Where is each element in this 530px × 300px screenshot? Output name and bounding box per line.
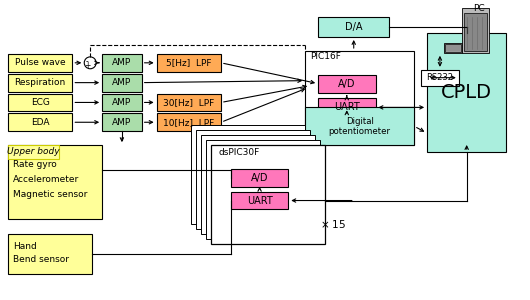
- Bar: [191, 125, 305, 224]
- Bar: [156, 94, 221, 111]
- Bar: [8, 234, 92, 274]
- Text: PIC16F: PIC16F: [310, 52, 341, 62]
- Bar: [196, 130, 310, 229]
- Text: Hand: Hand: [13, 242, 37, 250]
- Bar: [305, 107, 414, 145]
- Text: AMP: AMP: [112, 58, 131, 67]
- Text: A/D: A/D: [338, 79, 356, 88]
- Text: Digital
potentiometer: Digital potentiometer: [329, 116, 391, 136]
- Bar: [445, 44, 461, 52]
- Bar: [102, 54, 142, 72]
- Bar: [206, 140, 320, 239]
- Text: AMP: AMP: [112, 78, 131, 87]
- Bar: [8, 94, 73, 111]
- Text: Magnetic sensor: Magnetic sensor: [13, 190, 87, 199]
- Bar: [102, 113, 142, 131]
- Bar: [8, 113, 73, 131]
- Bar: [8, 145, 102, 219]
- Bar: [102, 74, 142, 92]
- Bar: [305, 51, 414, 145]
- Bar: [211, 145, 325, 244]
- Text: +: +: [84, 61, 91, 70]
- Bar: [156, 113, 221, 131]
- Bar: [318, 75, 376, 92]
- Bar: [231, 192, 288, 209]
- Text: PC: PC: [473, 4, 484, 13]
- Bar: [421, 70, 459, 86]
- Text: Pulse wave: Pulse wave: [15, 58, 66, 67]
- Text: EDA: EDA: [31, 118, 49, 127]
- Bar: [201, 135, 315, 234]
- Text: CPLD: CPLD: [441, 83, 492, 102]
- Text: RS232: RS232: [427, 73, 454, 82]
- Bar: [8, 74, 73, 92]
- Text: -: -: [86, 57, 89, 66]
- Text: UART: UART: [334, 102, 360, 112]
- Bar: [318, 98, 376, 116]
- Bar: [444, 43, 462, 53]
- Text: Accelerometer: Accelerometer: [13, 175, 79, 184]
- Text: $\times$ 15: $\times$ 15: [320, 218, 346, 230]
- Text: dsPIC30F: dsPIC30F: [219, 148, 260, 158]
- Bar: [464, 13, 488, 51]
- Text: Bend sensor: Bend sensor: [13, 256, 69, 265]
- Text: 30[Hz]  LPF: 30[Hz] LPF: [163, 98, 215, 107]
- Bar: [318, 17, 390, 37]
- Text: UART: UART: [247, 196, 272, 206]
- Bar: [8, 54, 73, 72]
- Text: AMP: AMP: [112, 118, 131, 127]
- Text: A/D: A/D: [251, 173, 268, 183]
- Bar: [8, 145, 59, 159]
- Bar: [231, 169, 288, 187]
- Bar: [427, 33, 506, 152]
- Text: 10[Hz]  LPF: 10[Hz] LPF: [163, 118, 215, 127]
- Bar: [102, 94, 142, 111]
- Text: D/A: D/A: [345, 22, 363, 32]
- Text: Rate gyro: Rate gyro: [13, 160, 57, 169]
- Text: Respiration: Respiration: [14, 78, 66, 87]
- Bar: [156, 54, 221, 72]
- Text: 5[Hz]  LPF: 5[Hz] LPF: [166, 58, 211, 67]
- Text: ECG: ECG: [31, 98, 50, 107]
- Bar: [462, 8, 490, 53]
- Text: AMP: AMP: [112, 98, 131, 107]
- Text: Upper body: Upper body: [7, 148, 60, 157]
